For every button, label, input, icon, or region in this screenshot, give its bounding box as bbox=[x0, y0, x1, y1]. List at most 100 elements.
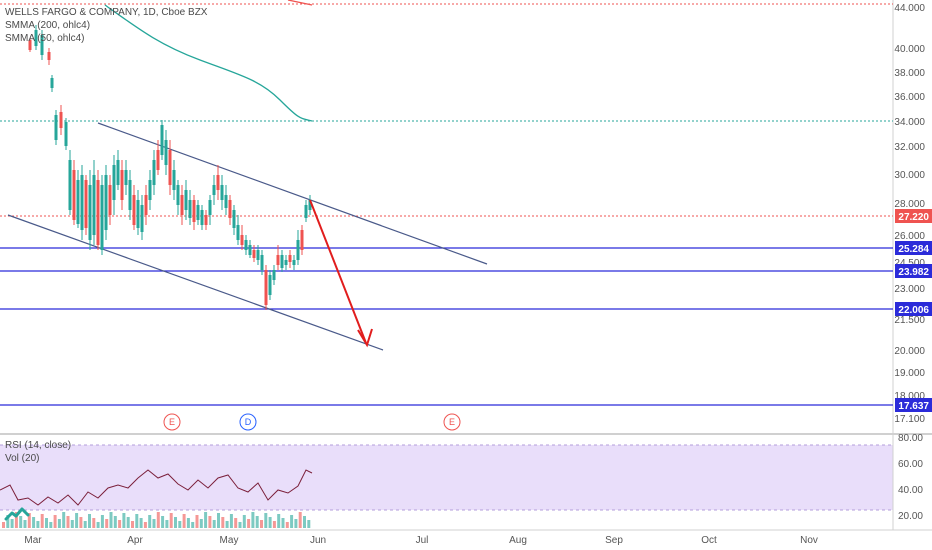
candle-body[interactable] bbox=[180, 195, 184, 215]
volume-bar bbox=[27, 513, 31, 528]
candle-body[interactable] bbox=[268, 275, 272, 295]
tradingview-logo-icon[interactable] bbox=[4, 505, 30, 527]
candle-body[interactable] bbox=[148, 180, 152, 200]
candle-body[interactable] bbox=[172, 170, 176, 190]
volume-bar bbox=[234, 518, 238, 528]
volume-bar bbox=[75, 513, 79, 528]
projection-arrow-line[interactable] bbox=[309, 199, 367, 344]
candle-body[interactable] bbox=[252, 250, 256, 258]
candle-body[interactable] bbox=[308, 200, 312, 210]
candle-body[interactable] bbox=[280, 255, 284, 268]
candle-body[interactable] bbox=[164, 140, 168, 165]
candle-body[interactable] bbox=[244, 240, 248, 250]
candle-body[interactable] bbox=[64, 122, 68, 146]
candle-body[interactable] bbox=[40, 35, 44, 55]
candle-body[interactable] bbox=[144, 195, 148, 215]
candle-body[interactable] bbox=[292, 260, 296, 265]
candle-body[interactable] bbox=[100, 185, 104, 250]
price-tag-box bbox=[895, 398, 932, 412]
smma200-line[interactable] bbox=[287, 0, 313, 6]
candle-body[interactable] bbox=[200, 210, 204, 225]
candle-body[interactable] bbox=[260, 255, 264, 270]
rsi-line[interactable] bbox=[0, 469, 313, 506]
candle-body[interactable] bbox=[54, 115, 58, 140]
symbol-title[interactable]: WELLS FARGO & COMPANY, 1D, Cboe BZX bbox=[5, 7, 208, 18]
candle-body[interactable] bbox=[204, 215, 208, 225]
candle-body[interactable] bbox=[92, 175, 96, 235]
candle-body[interactable] bbox=[136, 200, 140, 228]
smma200-label[interactable]: SMMA (200, ohlc4) bbox=[5, 20, 91, 31]
candle-body[interactable] bbox=[128, 180, 132, 210]
candle-body[interactable] bbox=[264, 270, 268, 305]
candle-body[interactable] bbox=[296, 240, 300, 260]
candle-body[interactable] bbox=[112, 165, 116, 200]
candle-body[interactable] bbox=[240, 235, 244, 245]
candle-body[interactable] bbox=[104, 175, 108, 230]
volume-bar bbox=[6, 515, 10, 528]
candle-body[interactable] bbox=[184, 190, 188, 210]
candle-body[interactable] bbox=[84, 180, 88, 228]
candle-body[interactable] bbox=[256, 250, 260, 260]
candle-body[interactable] bbox=[288, 255, 292, 262]
volume-bar bbox=[251, 512, 255, 528]
candle-body[interactable] bbox=[47, 52, 51, 60]
candle-body[interactable] bbox=[168, 150, 172, 185]
candle-body[interactable] bbox=[304, 205, 308, 218]
smma50-label[interactable]: SMMA (50, ohlc4) bbox=[5, 33, 85, 44]
volume-bar bbox=[281, 518, 285, 528]
channel-lower-line[interactable] bbox=[7, 214, 384, 351]
candle-body[interactable] bbox=[176, 185, 180, 205]
candle-body[interactable] bbox=[80, 175, 84, 230]
candle-body[interactable] bbox=[108, 185, 112, 215]
candle-body[interactable] bbox=[220, 185, 224, 200]
candle-body[interactable] bbox=[34, 30, 38, 46]
volume-bar bbox=[113, 516, 117, 528]
candle-body[interactable] bbox=[160, 125, 164, 155]
volume-bar bbox=[260, 520, 263, 528]
candle-body[interactable] bbox=[232, 210, 236, 228]
candle-body[interactable] bbox=[284, 260, 288, 265]
price-tag-box bbox=[895, 209, 932, 223]
volume-bar bbox=[70, 520, 74, 528]
candle-body[interactable] bbox=[88, 185, 92, 240]
candle-body[interactable] bbox=[132, 195, 136, 225]
candle-body[interactable] bbox=[248, 245, 252, 255]
price-tick-label: 28.000 bbox=[894, 199, 925, 210]
candle-body[interactable] bbox=[59, 112, 63, 128]
candle-body[interactable] bbox=[156, 150, 160, 170]
rsi-label[interactable]: RSI (14, close) bbox=[5, 440, 72, 451]
candle-body[interactable] bbox=[124, 170, 128, 185]
vol-label[interactable]: Vol (20) bbox=[5, 453, 40, 464]
candle-body[interactable] bbox=[120, 170, 124, 200]
candle-body[interactable] bbox=[68, 160, 72, 210]
candle-body[interactable] bbox=[212, 185, 216, 195]
event-marker-label: D bbox=[245, 417, 252, 427]
candle-body[interactable] bbox=[192, 200, 196, 222]
candle-body[interactable] bbox=[216, 175, 220, 190]
candle-body[interactable] bbox=[76, 180, 80, 224]
candle-body[interactable] bbox=[300, 230, 304, 250]
candle-body[interactable] bbox=[224, 195, 228, 208]
candle-body[interactable] bbox=[96, 180, 100, 245]
smma-line[interactable] bbox=[104, 4, 313, 122]
event-marker[interactable] bbox=[163, 413, 181, 431]
candle-body[interactable] bbox=[208, 200, 212, 215]
candle-body[interactable] bbox=[276, 255, 280, 265]
event-marker[interactable] bbox=[239, 413, 257, 431]
volume-bar bbox=[238, 522, 242, 528]
candle-body[interactable] bbox=[152, 160, 156, 185]
candle-body[interactable] bbox=[196, 205, 200, 220]
event-marker[interactable] bbox=[443, 413, 461, 431]
candle-body[interactable] bbox=[116, 160, 120, 185]
candle-body[interactable] bbox=[272, 270, 276, 280]
volume-bar bbox=[88, 514, 91, 528]
candle-body[interactable] bbox=[236, 225, 240, 240]
candle-body[interactable] bbox=[72, 170, 76, 220]
candle-body[interactable] bbox=[188, 200, 192, 218]
candle-body[interactable] bbox=[140, 205, 144, 232]
candle-body[interactable] bbox=[28, 40, 32, 50]
candle-body[interactable] bbox=[50, 78, 54, 88]
candle-body[interactable] bbox=[228, 200, 232, 218]
rsi-tick-label: 40.00 bbox=[898, 485, 923, 496]
